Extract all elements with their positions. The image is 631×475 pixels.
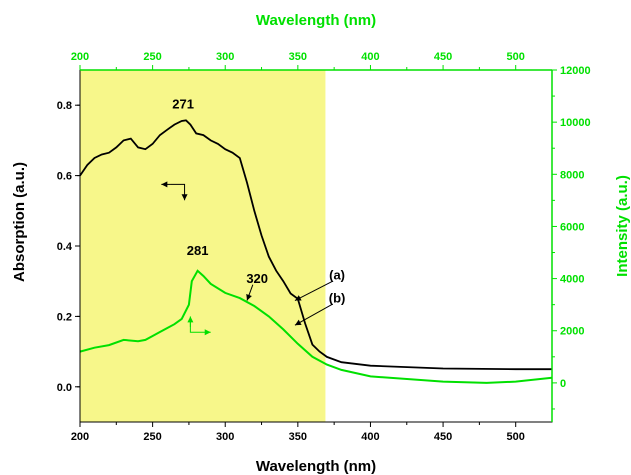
shaded-region [80, 70, 326, 422]
pointer-arrow [294, 280, 333, 302]
y-right-tick-label: 2000 [560, 326, 584, 338]
y-left-tick-label: 0.2 [57, 311, 72, 323]
x-axis-title-top: Wavelength (nm) [256, 12, 376, 29]
y-right-tick-label: 12000 [560, 65, 591, 77]
axis-layer: 200 250 300 350 400 450 500 200 250 300 350 400 450 5… [57, 51, 591, 443]
y-left-tick-label: 0.6 [57, 171, 72, 183]
intensity-series-line [79, 269, 553, 384]
y-right-tick-label: 6000 [560, 221, 584, 233]
x-top-tick-label: 300 [216, 51, 234, 63]
x-axis-title-bottom: Wavelength (nm) [256, 458, 376, 475]
x-bottom-tick-label: 350 [289, 431, 307, 443]
x-bottom-tick-label: 200 [71, 431, 89, 443]
y-right-tick-label: 0 [560, 378, 566, 390]
y-left-tick-label: 0.8 [57, 100, 72, 112]
peak-annotation: (a) [329, 267, 345, 282]
absorption-series-line [79, 119, 552, 371]
peak-annotation: 320 [246, 271, 268, 286]
x-top-tick-label: 450 [434, 51, 452, 63]
x-bottom-tick-label: 450 [434, 431, 452, 443]
x-top-tick-label: 500 [507, 51, 525, 63]
y-right-tick-label: 4000 [560, 274, 584, 286]
x-top-tick-label: 350 [289, 51, 307, 63]
x-bottom-tick-label: 500 [507, 431, 525, 443]
peak-annotation: 281 [187, 243, 209, 258]
x-bottom-tick-label: 250 [143, 431, 161, 443]
peak-annotation: 271 [172, 97, 194, 112]
annotation-layer: 271 281 320 (a) (b) [161, 97, 346, 336]
series-layer [79, 119, 553, 384]
pointer-arrow [246, 284, 254, 301]
x-bottom-tick-label: 300 [216, 431, 234, 443]
y-right-tick-label: 10000 [560, 117, 591, 129]
y-left-tick-label: 0.0 [57, 382, 72, 394]
y-right-tick-label: 8000 [560, 169, 584, 181]
x-top-tick-label: 250 [143, 51, 161, 63]
y-axis-title-right: Intensity (a.u.) [614, 175, 631, 277]
pointer-arrow [294, 303, 333, 326]
x-top-tick-label: 200 [71, 51, 89, 63]
x-bottom-tick-label: 400 [361, 431, 379, 443]
y-axis-title-left: Absorption (a.u.) [11, 162, 28, 282]
peak-annotation: (b) [329, 290, 346, 305]
x-top-tick-label: 400 [361, 51, 379, 63]
left-axis-indicator-arrow [170, 183, 188, 201]
y-left-tick-label: 0.4 [57, 241, 73, 253]
